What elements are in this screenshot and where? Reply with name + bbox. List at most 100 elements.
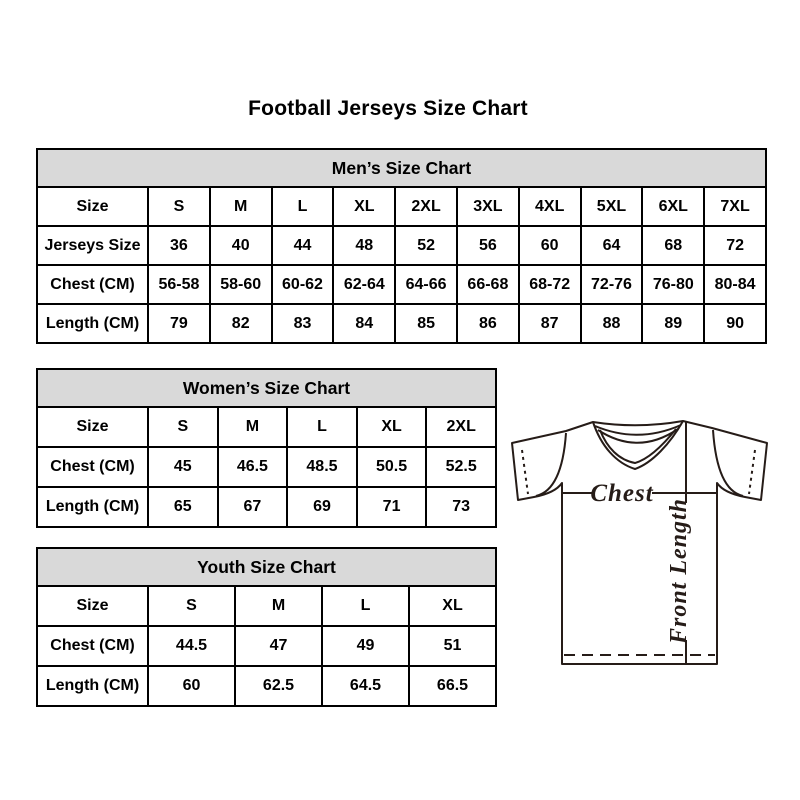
womens-table-title: Women’s Size Chart [36,368,497,408]
value-cell: 85 [394,303,458,344]
left-armhole-seam [535,432,567,497]
value-cell: 65 [147,486,219,528]
mens-table-body: Size S M L XL 2XL 3XL 4XL 5XL 6XL 7XL Jerseys Size 3… [36,186,767,344]
row-label-cell: Length (CM) [36,486,149,528]
row-label-cell: Chest (CM) [36,264,149,305]
table-row: Size S M L XL [36,585,497,627]
value-cell: 52.5 [425,446,497,488]
left-cuff-dashed-seam [521,449,529,495]
value-cell: 72 [703,225,767,266]
row-label-cell: Size [36,186,149,227]
mens-table-title: Men’s Size Chart [36,148,767,188]
value-cell: 7XL [703,186,767,227]
value-cell: 60-62 [270,264,335,305]
vneck-inner-line [599,428,677,464]
value-cell: 90 [703,303,767,344]
value-cell: 67 [216,486,289,528]
table-row: Chest (CM) 44.5 47 49 51 [36,625,497,667]
collar-arc [594,424,682,436]
mens-size-table: Men’s Size Chart Size S M L XL 2XL 3XL 4XL 5XL 6X… [36,148,767,344]
table-row: Chest (CM) 56-58 58-60 60-62 62-64 64-66 66-68… [36,264,767,305]
value-cell: 71 [355,486,428,528]
value-cell: 44 [270,225,335,266]
womens-table-body: Size S M L XL 2XL Chest (CM) 45 46.5 48.5 50.5 52.5… [36,406,497,528]
table-row: Length (CM) 79 82 83 84 85 86 87 88 89 90 [36,303,767,344]
value-cell: 45 [147,446,219,488]
value-cell: 62.5 [234,665,323,707]
value-cell: M [216,406,289,448]
value-cell: 68 [641,225,706,266]
value-cell: 4XL [517,186,582,227]
table-header-row: Youth Size Chart [36,547,497,587]
value-cell: 56-58 [147,264,211,305]
table-row: Length (CM) 60 62.5 64.5 66.5 [36,665,497,707]
jersey-measurement-diagram: Chest Front Length [511,420,768,665]
table-row: Jerseys Size 36 40 44 48 52 56 60 64 68 72 [36,225,767,266]
value-cell: 2XL [394,186,458,227]
value-cell: 52 [394,225,458,266]
table-header-row: Men’s Size Chart [36,148,767,188]
value-cell: 3XL [455,186,520,227]
value-cell: 82 [208,303,273,344]
table-row: Size S M L XL 2XL 3XL 4XL 5XL 6XL 7XL [36,186,767,227]
value-cell: 88 [579,303,644,344]
row-label-cell: Length (CM) [36,303,149,344]
value-cell: 87 [517,303,582,344]
value-cell: L [270,186,335,227]
value-cell: 40 [208,225,273,266]
value-cell: 80-84 [703,264,767,305]
table-row: Size S M L XL 2XL [36,406,497,448]
row-label-cell: Length (CM) [36,665,149,707]
value-cell: 44.5 [147,625,236,667]
value-cell: 49 [321,625,410,667]
value-cell: L [286,406,358,448]
value-cell: 36 [147,225,211,266]
value-cell: 73 [425,486,497,528]
value-cell: 64 [579,225,644,266]
value-cell: 84 [332,303,397,344]
value-cell: 48.5 [286,446,358,488]
chest-label: Chest [590,480,653,507]
value-cell: 60 [517,225,582,266]
youth-table-body: Size S M L XL Chest (CM) 44.5 47 49 51 Length (CM)… [36,585,497,707]
right-armhole-seam [712,429,744,497]
value-cell: 60 [147,665,236,707]
table-row: Length (CM) 65 67 69 71 73 [36,486,497,528]
right-cuff-dashed-seam [748,449,756,495]
value-cell: XL [355,406,428,448]
value-cell: 68-72 [517,264,582,305]
value-cell: 58-60 [208,264,273,305]
row-label-cell: Size [36,585,149,627]
value-cell: 86 [455,303,520,344]
youth-size-table: Youth Size Chart Size S M L XL Chest (CM) 44.5… [36,547,497,707]
value-cell: S [147,186,211,227]
table-header-row: Women’s Size Chart [36,368,497,408]
jersey-outline [511,420,768,665]
value-cell: 51 [408,625,497,667]
value-cell: S [147,585,236,627]
collar-arc [597,428,679,444]
value-cell: 83 [270,303,335,344]
value-cell: XL [408,585,497,627]
row-label-cell: Jerseys Size [36,225,149,266]
youth-table-title: Youth Size Chart [36,547,497,587]
row-label-cell: Chest (CM) [36,446,149,488]
value-cell: M [208,186,273,227]
value-cell: 66-68 [455,264,520,305]
value-cell: 64.5 [321,665,410,707]
value-cell: 5XL [579,186,644,227]
value-cell: 47 [234,625,323,667]
value-cell: 69 [286,486,358,528]
value-cell: 48 [332,225,397,266]
front-length-label: Front Length [666,498,692,645]
row-label-cell: Chest (CM) [36,625,149,667]
value-cell: XL [332,186,397,227]
value-cell: 56 [455,225,520,266]
value-cell: 72-76 [579,264,644,305]
value-cell: L [321,585,410,627]
vneck-outer-line [592,420,684,470]
row-label-cell: Size [36,406,149,448]
value-cell: S [147,406,219,448]
value-cell: 50.5 [355,446,428,488]
